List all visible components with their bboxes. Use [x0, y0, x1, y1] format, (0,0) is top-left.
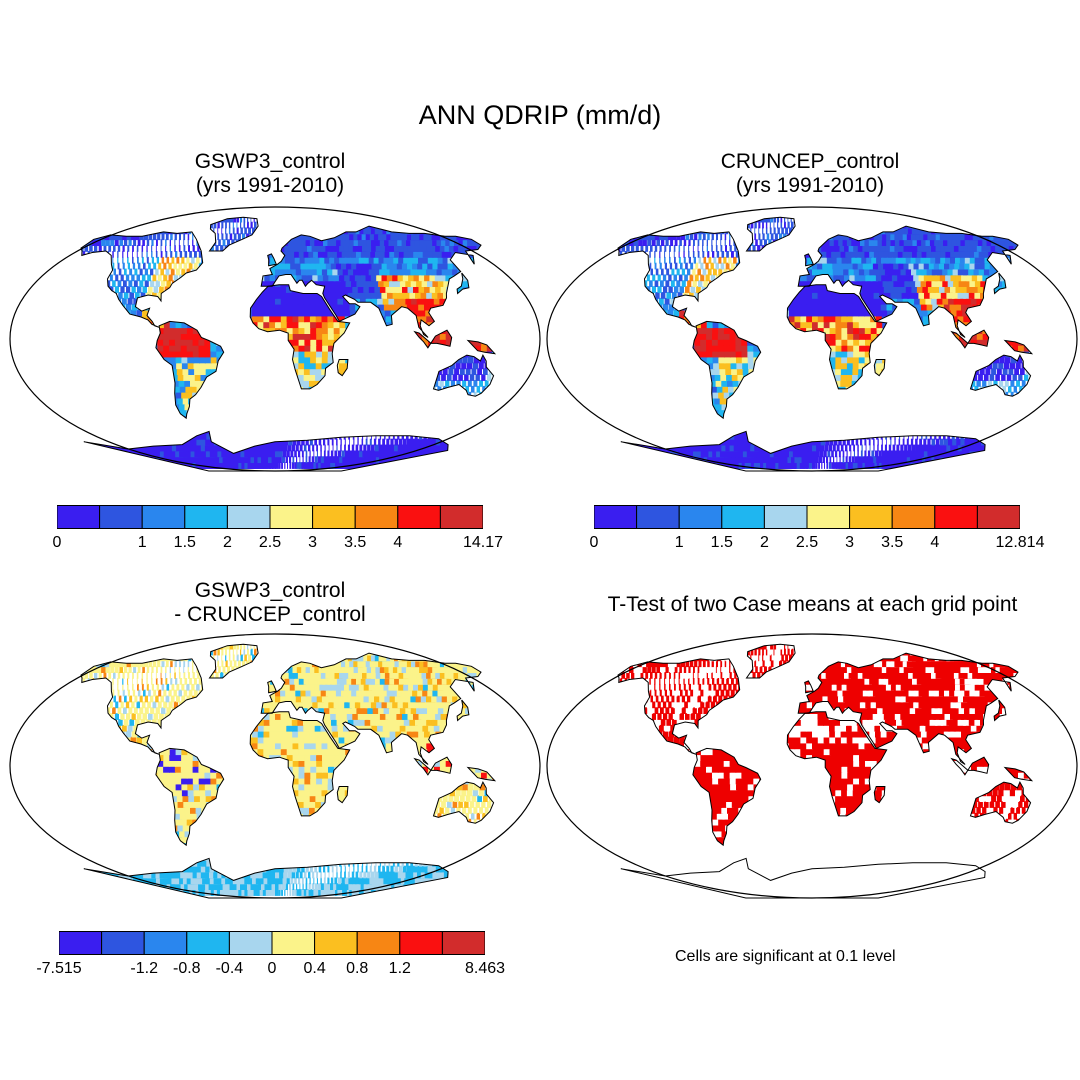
colorbar-tick-label: 12.814 — [995, 534, 1045, 551]
colorbar-box — [763, 505, 808, 529]
colorbar-tick-label: 0.8 — [346, 960, 369, 977]
colorbar-tick-label: 8.463 — [464, 960, 506, 977]
colorbar-tick-label: 3.5 — [344, 534, 367, 551]
map-difference — [9, 633, 541, 899]
panel-title-gswp3: GSWP3_control (yrs 1991-2010) — [130, 150, 410, 198]
colorbar-box — [356, 931, 401, 955]
colorbar-box — [397, 505, 441, 529]
panel-title-line1: GSWP3_control — [194, 579, 346, 602]
colorbar-box — [314, 931, 358, 955]
colorbar-box — [636, 505, 680, 529]
colorbar-tick-label: 4 — [393, 534, 403, 551]
significance-note: Cells are significant at 0.1 level — [675, 948, 896, 965]
map-cruncep — [546, 206, 1078, 472]
colorbar-box — [934, 505, 978, 529]
colorbar-tick-label: -0.8 — [173, 960, 201, 977]
map-gswp3 — [9, 206, 541, 472]
colorbar-box — [186, 931, 230, 955]
colorbar-box — [312, 505, 356, 529]
colorbar-box — [184, 505, 228, 529]
colorbar-box — [439, 505, 483, 529]
colorbar-ticks-difference: -7.515 -1.2 -0.8 -0.4 0 0.4 0.8 1.2 8.463 — [36, 960, 505, 980]
colorbar-tick-label: 1.5 — [710, 534, 733, 551]
colorbar-box — [678, 505, 723, 529]
colorbar-tick-label: -0.4 — [215, 960, 244, 977]
colorbar-tick-label: 3 — [308, 534, 318, 551]
colorbar-tick-label: 3 — [845, 534, 855, 551]
colorbar-ticks-gswp3: 0 1 1.5 2 2.5 3 3.5 4 14.17 — [53, 534, 503, 554]
colorbar-tick-label: 3.5 — [881, 534, 904, 551]
colorbar-tick-label: 4 — [930, 534, 940, 551]
colorbar-tick-label: 0 — [52, 534, 62, 551]
colorbar-box — [228, 931, 273, 955]
panel-title-line2: (yrs 1991-2010) — [195, 174, 345, 197]
colorbar-box — [59, 931, 103, 955]
colorbar-box — [354, 505, 399, 529]
colorbar-box — [99, 505, 143, 529]
colorbar-box — [271, 931, 316, 955]
colorbar-box — [721, 505, 765, 529]
colorbar-tick-label: 1.5 — [173, 534, 196, 551]
colorbar-gswp3 — [57, 505, 483, 529]
colorbar-tick-label: 1 — [674, 534, 684, 551]
colorbar-box — [269, 505, 314, 529]
map-ttest — [546, 633, 1078, 899]
colorbar-tick-label: 2.5 — [795, 534, 819, 551]
colorbar-box — [399, 931, 443, 955]
colorbar-box — [806, 505, 851, 529]
colorbar-box — [849, 505, 893, 529]
colorbar-ticks-cruncep: 0 1 1.5 2 2.5 3 3.5 4 12.814 — [590, 534, 1045, 554]
colorbar-box — [141, 505, 186, 529]
colorbar-box — [226, 505, 271, 529]
colorbar-tick-label: 0.4 — [303, 960, 326, 977]
colorbar-cruncep — [594, 505, 1020, 529]
colorbar-tick-label: 2.5 — [258, 534, 282, 551]
colorbar-tick-label: 0 — [589, 534, 599, 551]
panel-title-cruncep: CRUNCEP_control (yrs 1991-2010) — [670, 150, 950, 198]
colorbar-box — [976, 505, 1020, 529]
colorbar-box — [101, 931, 145, 955]
colorbar-tick-label: -1.2 — [130, 960, 158, 977]
colorbar-box — [57, 505, 101, 529]
panel-title-line2: - CRUNCEP_control — [174, 603, 366, 626]
colorbar-tick-label: 0 — [267, 960, 277, 977]
colorbar-tick-label: -7.515 — [36, 960, 82, 977]
panel-title-difference: GSWP3_control - CRUNCEP_control — [130, 579, 410, 627]
colorbar-tick-label: 2 — [222, 534, 232, 551]
panel-title-line1: GSWP3_control — [194, 150, 346, 173]
figure-title: ANN QDRIP (mm/d) — [418, 100, 662, 130]
colorbar-tick-label: 2 — [759, 534, 769, 551]
colorbar-box — [441, 931, 485, 955]
panel-title-line2: (yrs 1991-2010) — [735, 174, 885, 197]
colorbar-box — [891, 505, 936, 529]
colorbar-tick-label: 14.17 — [462, 534, 504, 551]
colorbar-difference — [59, 931, 485, 955]
panel-title-line1: CRUNCEP_control — [720, 150, 900, 173]
panel-title-line1: T-Test of two Case means at each grid po… — [607, 593, 1018, 616]
colorbar-box — [143, 931, 188, 955]
colorbar-tick-label: 1 — [137, 534, 147, 551]
colorbar-tick-label: 1.2 — [388, 960, 411, 977]
colorbar-box — [594, 505, 638, 529]
panel-title-ttest: T-Test of two Case means at each grid po… — [545, 593, 1080, 617]
